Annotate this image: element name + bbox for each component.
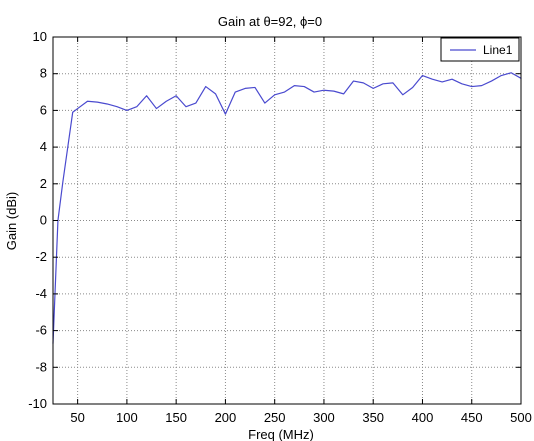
x-tick-label: 50	[70, 410, 84, 425]
legend: Line1	[440, 37, 520, 62]
x-tick-label: 200	[215, 410, 237, 425]
plot-area	[52, 36, 522, 405]
grid	[53, 37, 522, 404]
x-tick-label: 400	[412, 410, 434, 425]
x-tick-label: 250	[264, 410, 286, 425]
x-tick-label: 450	[461, 410, 483, 425]
x-tick-label: 350	[362, 410, 384, 425]
y-tick-label: 4	[40, 139, 47, 154]
y-tick-label: 6	[40, 102, 47, 117]
y-axis-ticks: -10 -8 -6 -4 -2 0 2 4 6 8 10	[28, 29, 521, 411]
y-tick-label: 10	[33, 29, 47, 44]
y-tick-label: -8	[35, 359, 47, 374]
series-line	[52, 72, 522, 345]
series-layer	[52, 72, 522, 345]
y-axis-label: Gain (dBi)	[4, 192, 19, 251]
y-tick-label: -4	[35, 286, 47, 301]
y-tick-label: 2	[40, 176, 47, 191]
x-tick-label: 100	[116, 410, 138, 425]
y-tick-label: 8	[40, 66, 47, 81]
x-axis-ticks: 50 100 150 200 250 300 350 400 450 500	[70, 37, 532, 425]
y-tick-label: -2	[35, 249, 47, 264]
x-axis-label: Freq (MHz)	[248, 427, 314, 441]
x-tick-label: 500	[510, 410, 532, 425]
legend-box	[440, 37, 520, 62]
y-tick-label: -6	[35, 323, 47, 338]
y-tick-label: -10	[28, 396, 47, 411]
y-tick-label: 0	[40, 213, 47, 228]
chart-title: Gain at θ=92, ϕ=0	[218, 14, 322, 29]
x-tick-label: 150	[165, 410, 187, 425]
x-tick-label: 300	[313, 410, 335, 425]
legend-series-label: Line1	[483, 43, 513, 57]
